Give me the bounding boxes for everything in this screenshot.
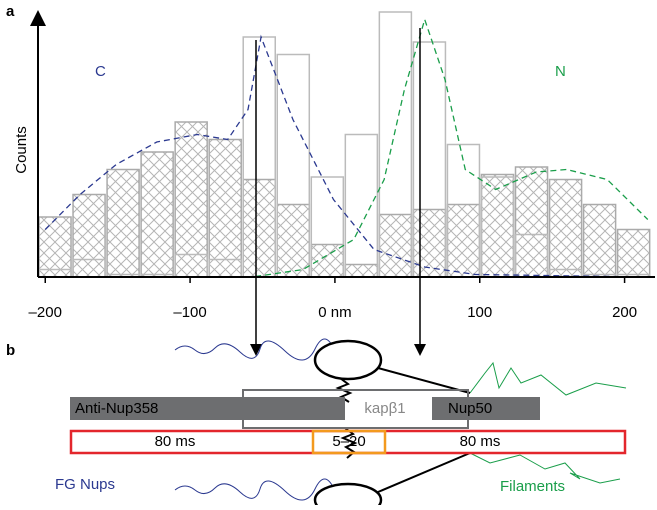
bar bbox=[344, 263, 379, 278]
bar-left bbox=[70, 397, 345, 420]
panel-label: b bbox=[6, 342, 15, 359]
x-tick-label: 200 bbox=[612, 304, 637, 321]
filaments-label: Filaments bbox=[500, 478, 565, 495]
bar bbox=[412, 208, 447, 278]
bar bbox=[514, 166, 549, 278]
diagram: b Anti-Nup358 kapβ1 Nup50 80 ms 5–20 80 … bbox=[6, 338, 627, 510]
bar-label: Nup50 bbox=[448, 400, 492, 417]
panel-label: a bbox=[6, 3, 15, 20]
x-tick-label: –200 bbox=[29, 304, 62, 321]
timing-label: 5–20 bbox=[332, 433, 365, 450]
bar bbox=[140, 151, 174, 278]
connector bbox=[377, 452, 471, 493]
bar bbox=[208, 138, 242, 278]
bar-label: kapβ1 bbox=[364, 400, 405, 417]
fg-nup-strand bbox=[174, 338, 336, 361]
bar bbox=[344, 133, 379, 278]
y-axis-label: Counts bbox=[13, 126, 30, 174]
bar bbox=[174, 121, 208, 278]
timing-label: 80 ms bbox=[460, 433, 501, 450]
fit-curve bbox=[45, 17, 649, 278]
fit-label: C bbox=[95, 63, 106, 80]
bar bbox=[480, 173, 515, 278]
fit-label: N bbox=[555, 63, 566, 80]
x-tick-label: –100 bbox=[173, 304, 206, 321]
bar-middle bbox=[242, 389, 469, 429]
fit-curve bbox=[44, 34, 648, 278]
x-tick-label: 0 nm bbox=[318, 304, 351, 321]
ellipse bbox=[313, 339, 383, 381]
timing-label: 80 ms bbox=[155, 433, 196, 450]
bar bbox=[582, 203, 617, 278]
filament bbox=[469, 361, 627, 484]
bar bbox=[106, 168, 140, 278]
bar bbox=[72, 193, 106, 278]
bar bbox=[446, 203, 481, 278]
bar-label: Anti-Nup358 bbox=[75, 400, 158, 417]
bar bbox=[378, 213, 413, 278]
bar-right bbox=[432, 397, 540, 420]
ellipse bbox=[313, 482, 383, 510]
bar bbox=[38, 216, 72, 278]
fg-label: FG Nups bbox=[55, 476, 115, 493]
timing-box bbox=[311, 429, 387, 455]
bar bbox=[548, 178, 583, 278]
bar bbox=[276, 203, 311, 278]
bar bbox=[310, 243, 345, 278]
bar bbox=[616, 228, 651, 278]
x-tick-label: 100 bbox=[467, 304, 492, 321]
bar bbox=[242, 178, 277, 278]
connector bbox=[377, 367, 471, 394]
fg-nup-strand bbox=[174, 478, 336, 501]
histogram bbox=[38, 11, 651, 278]
